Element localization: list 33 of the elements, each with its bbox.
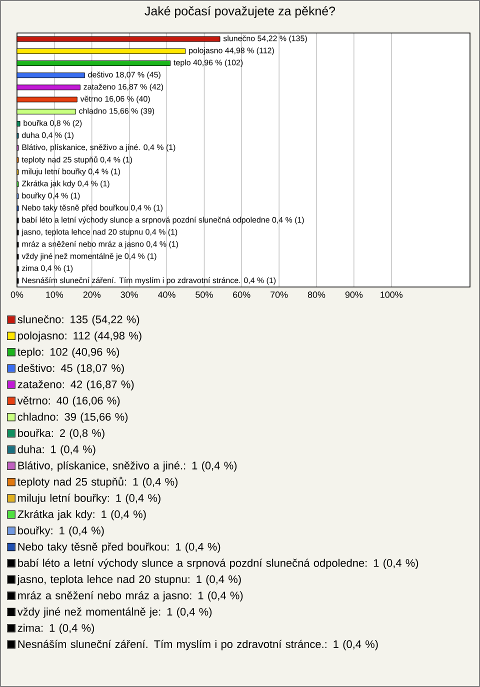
text: polojasno: 112 (44,98 %) xyxy=(18,331,142,342)
x-tick-label: 50% xyxy=(196,292,213,298)
x-tick-label: 20% xyxy=(83,292,101,298)
x-tick-label: 90% xyxy=(345,292,363,298)
text: Blátivo, plískanice, sněživo a jiné.: 1 (0,4 %) xyxy=(18,461,237,472)
x-tick-label: 70% xyxy=(270,292,288,298)
text: miluju letní bouřky: 1 (0,4 %) xyxy=(18,494,160,504)
x-tick-label: 10% xyxy=(46,292,64,298)
x-tick-label: 60% xyxy=(233,292,250,298)
text: bouřky: 1 (0,4 %) xyxy=(18,526,104,537)
text: Nebo taky těsně před bouřkou: 1 (0,4 %) xyxy=(18,542,220,553)
text: Zkrátka jak kdy: 1 (0,4 %) xyxy=(18,510,146,520)
text: chladno: 39 (15,66 %) xyxy=(18,412,128,423)
text: duha: 1 (0,4 %) xyxy=(18,445,96,456)
x-tick-label: 0% xyxy=(10,292,24,298)
text: teploty nad 25 stupňů: 1 (0,4 %) xyxy=(18,476,178,488)
chart-title: Jaké počasí považujete za pěkné? xyxy=(144,6,336,18)
x-tick-label: 100% xyxy=(380,292,403,298)
text: Nesnáším sluneční záření. Tím myslím i po zdravotní stránce.: 1 (0,4 %) xyxy=(18,640,378,650)
x-tick-label: 40% xyxy=(158,292,176,298)
text: zataženo: 42 (16,87 %) xyxy=(18,380,134,390)
text: teplo: 102 (40,96 %) xyxy=(18,348,120,358)
text: zima: 1 (0,4 %) xyxy=(18,624,94,634)
text: babí léto a letní východy slunce a srpnová pozdní slunečná odpoledne: 1 (0,4 %) xyxy=(18,558,418,570)
text: deštivo: 45 (18,07 %) xyxy=(18,364,124,374)
text: bouřka: 2 (0,8 %) xyxy=(18,428,104,440)
text: mráz a sněžení nebo mráz a jasno: 1 (0,4 %) xyxy=(18,591,243,602)
x-tick-label: 80% xyxy=(308,292,326,298)
text: větrno: 40 (16,06 %) xyxy=(17,396,120,407)
text: slunečno: 135 (54,22 %) xyxy=(18,315,140,326)
x-tick-label: 30% xyxy=(120,292,138,298)
text: vždy jiné než momentálně je: 1 (0,4 %) xyxy=(17,607,212,618)
text: jasno, teplota lehce nad 20 stupnu: 1 (0,4 %) xyxy=(17,575,241,586)
